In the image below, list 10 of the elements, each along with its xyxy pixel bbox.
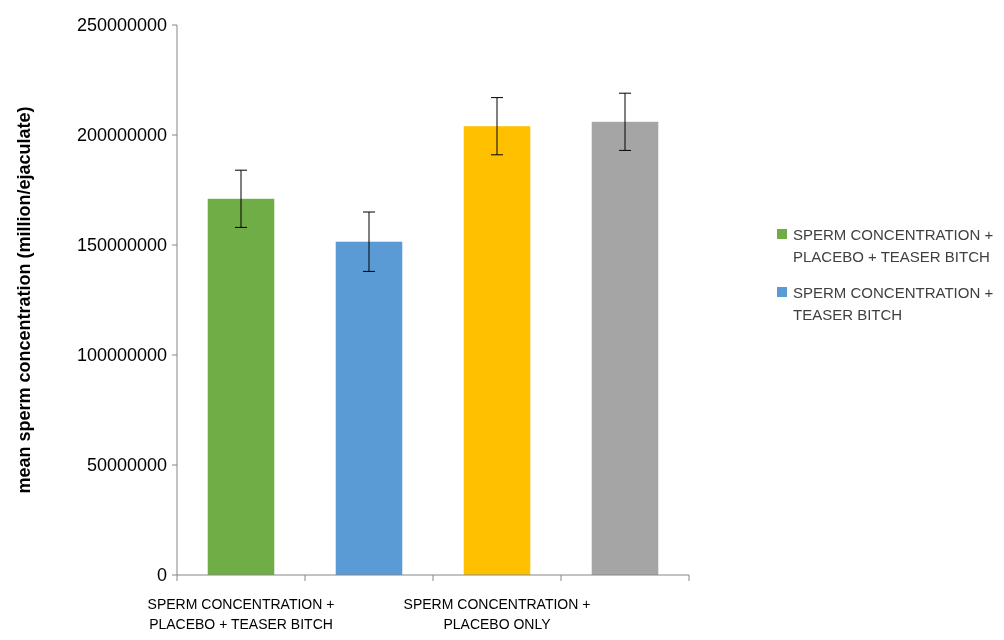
y-tick-label: 150000000 <box>76 235 167 256</box>
y-tick-label: 100000000 <box>76 345 167 366</box>
legend-label: SPERM CONCENTRATION + PLACEBO + TEASER BITCH <box>793 226 994 265</box>
y-axis-title: mean sperm concentration (million/ejaculate) <box>14 106 34 494</box>
y-tick-label: 0 <box>156 565 167 586</box>
x-tick-label: SPERM CONCENTRATION + PLACEBO ONLY <box>403 596 591 632</box>
y-tick-label: 200000000 <box>76 125 167 146</box>
legend-label: SPERM CONCENTRATION + TEASER BITCH <box>793 284 994 323</box>
y-tick-label: 250000000 <box>76 15 167 36</box>
y-tick-label: 50000000 <box>86 455 167 476</box>
